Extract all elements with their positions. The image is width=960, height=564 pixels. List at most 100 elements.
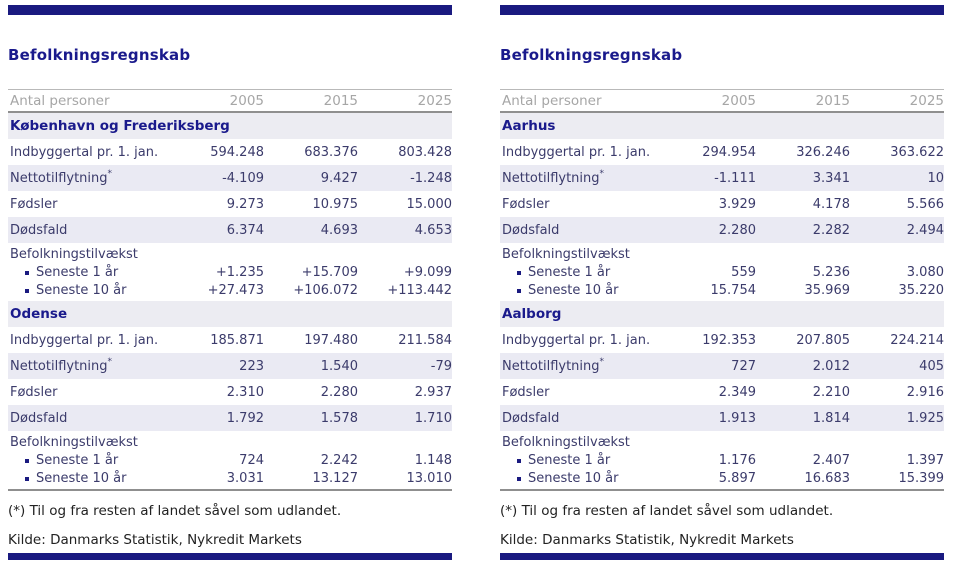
row-label-text: Nettotilflytning	[10, 358, 108, 374]
cell-value: 13.127	[312, 471, 359, 486]
table-row: Indbyggertal pr. 1. jan. 192.353 207.805…	[500, 327, 944, 353]
cell-value: 294.954	[702, 144, 756, 160]
population-table: Antal personer 2005 2015 2025 København …	[8, 89, 452, 491]
subrow-label: Seneste 1 år	[8, 452, 170, 470]
cell-value: 13.010	[406, 471, 453, 486]
table-header-row: Antal personer 2005 2015 2025	[8, 89, 452, 113]
population-table: Antal personer 2005 2015 2025 Aarhus Ind…	[500, 89, 944, 491]
cell-value: 2.349	[718, 384, 756, 400]
subrow-label: Seneste 10 år	[500, 282, 662, 300]
cell-value: 4.653	[414, 222, 452, 238]
cell-value: 9.427	[320, 170, 358, 186]
section-header: Aalborg	[500, 301, 944, 327]
cell-value: 2.494	[906, 222, 944, 238]
table-row: Nettotilflytning* -1.111 3.341 10	[500, 165, 944, 191]
table-row: Indbyggertal pr. 1. jan. 185.871 197.480…	[8, 327, 452, 353]
cell-value: 3.031	[226, 471, 264, 486]
subrow-label: Seneste 1 år	[500, 452, 662, 470]
cell-value: 2.282	[812, 222, 850, 238]
cell-value: 1.913	[718, 410, 756, 426]
table-row: Dødsfald 1.792 1.578 1.710	[8, 405, 452, 431]
column-header-label: Antal personer	[502, 92, 602, 109]
subrow-label-text: Seneste 1 år	[36, 265, 119, 280]
cell-value: 2.937	[414, 384, 452, 400]
cell-value: 10.975	[312, 196, 359, 212]
cell-value: 10	[927, 170, 944, 186]
square-bullet-icon	[25, 459, 29, 463]
cell-value: 363.622	[890, 144, 944, 160]
subrow-label-text: Seneste 10 år	[528, 471, 619, 486]
row-label: Nettotilflytning*	[500, 169, 662, 186]
table-row: Fødsler 2.349 2.210 2.916	[500, 379, 944, 405]
subrow-label: Seneste 10 år	[8, 282, 170, 300]
subrow-label-text: Seneste 10 år	[528, 283, 619, 298]
section-header: København og Frederiksberg	[8, 113, 452, 139]
cell-value: 1.397	[906, 453, 944, 468]
column-header-year: 2015	[323, 92, 358, 109]
row-label: Nettotilflytning*	[8, 357, 170, 374]
growth-label: Befolkningstilvækst	[10, 247, 138, 262]
subrow-label-text: Seneste 1 år	[36, 453, 119, 468]
growth-subrow: Seneste 1 år +1.235 +15.709 +9.099	[8, 264, 452, 282]
cell-value: 15.000	[406, 196, 453, 212]
cell-value: +27.473	[207, 283, 264, 298]
subrow-label: Seneste 10 år	[500, 470, 662, 488]
square-bullet-icon	[517, 271, 521, 275]
row-label: Dødsfald	[10, 222, 68, 238]
cell-value: 5.897	[718, 471, 756, 486]
cell-value: 724	[239, 453, 264, 468]
table-row: Nettotilflytning* -4.109 9.427 -1.248	[8, 165, 452, 191]
growth-subrow: Seneste 10 år +27.473 +106.072 +113.442	[8, 282, 452, 300]
table-row: Indbyggertal pr. 1. jan. 594.248 683.376…	[8, 139, 452, 165]
cell-value: 1.710	[414, 410, 452, 426]
section-header: Aarhus	[500, 113, 944, 139]
footnote-asterisk: *	[107, 168, 113, 179]
cell-value: 683.376	[304, 144, 358, 160]
panel-title: Befolkningsregnskab	[8, 46, 191, 64]
square-bullet-icon	[25, 477, 29, 481]
cell-value: 35.220	[898, 283, 945, 298]
row-label: Nettotilflytning*	[500, 356, 662, 374]
source-text: Kilde: Danmarks Statistik, Nykredit Mark…	[500, 532, 794, 548]
cell-value: 16.683	[804, 471, 851, 486]
cell-value: 6.374	[226, 222, 264, 238]
section-name: Aalborg	[502, 306, 562, 322]
cell-value: 727	[731, 358, 756, 374]
square-bullet-icon	[517, 477, 521, 481]
cell-value: +106.072	[293, 283, 358, 298]
cell-value: 326.246	[796, 144, 850, 160]
cell-value: 1.792	[226, 410, 264, 426]
growth-block: Befolkningstilvækst Seneste 1 år 1.176 2…	[500, 431, 944, 489]
subrow-label-text: Seneste 1 år	[528, 265, 611, 280]
cell-value: 9.273	[226, 196, 264, 212]
growth-subrow: Seneste 10 år 3.031 13.127 13.010	[8, 470, 452, 488]
subrow-label-text: Seneste 10 år	[36, 471, 127, 486]
table-row: Indbyggertal pr. 1. jan. 294.954 326.246…	[500, 139, 944, 165]
cell-value: 5.236	[812, 265, 850, 280]
cell-value: 1.148	[414, 453, 452, 468]
row-label: Indbyggertal pr. 1. jan.	[502, 144, 651, 160]
cell-value: 224.214	[890, 332, 944, 348]
section-name: Aarhus	[502, 118, 556, 134]
row-label: Indbyggertal pr. 1. jan.	[10, 332, 159, 348]
growth-label: Befolkningstilvækst	[502, 435, 630, 450]
cell-value: 5.566	[906, 196, 944, 212]
row-label: Indbyggertal pr. 1. jan.	[10, 144, 159, 160]
cell-value: -79	[430, 358, 452, 374]
cell-value: 207.805	[796, 332, 850, 348]
cell-value: 1.925	[906, 410, 944, 426]
column-header-year: 2025	[909, 92, 944, 109]
cell-value: 1.540	[320, 358, 358, 374]
cell-value: 2.210	[812, 384, 850, 400]
population-panel-right: Befolkningsregnskab Antal personer 2005 …	[500, 0, 944, 560]
footnote-asterisk: *	[599, 356, 605, 367]
row-label: Dødsfald	[502, 410, 560, 426]
subrow-label: Seneste 10 år	[8, 470, 170, 488]
row-label: Indbyggertal pr. 1. jan.	[502, 332, 651, 348]
growth-label: Befolkningstilvækst	[502, 247, 630, 262]
subrow-label-text: Seneste 10 år	[36, 283, 127, 298]
cell-value: 2.012	[812, 358, 850, 374]
growth-subrow: Seneste 1 år 1.176 2.407 1.397	[500, 452, 944, 470]
table-header-row: Antal personer 2005 2015 2025	[500, 89, 944, 113]
